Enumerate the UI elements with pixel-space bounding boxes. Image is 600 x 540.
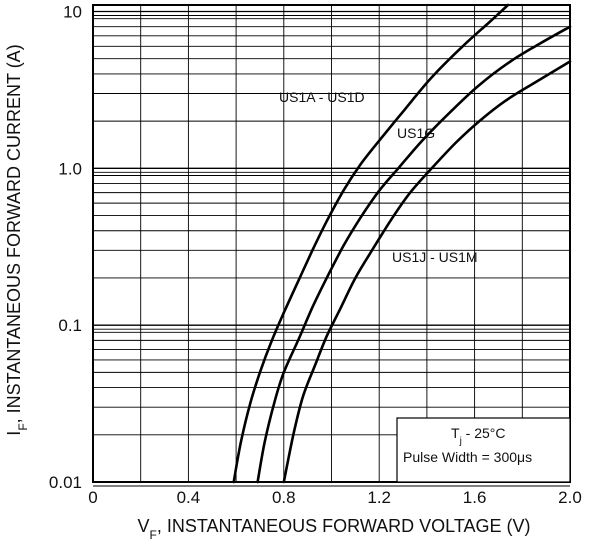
x-tick-label: 1.6 [463,488,487,507]
x-tick-label: 0 [88,488,97,507]
series-line-1 [232,3,510,484]
y-axis-title: IF, INSTANTANEOUS FORWARD CURRENT (A) [4,44,30,435]
y-tick-label: 1.0 [58,159,82,178]
x-tick-label: 2.0 [558,488,582,507]
series-line-2 [256,25,572,484]
plot-frame [92,4,571,483]
y-tick-label: 0.01 [49,473,82,492]
series-label-us1a-us1d: US1A - US1D [279,89,365,105]
series-label-us1j-us1m: US1J - US1M [392,249,478,265]
x-axis-title: VF, INSTANTANEOUS FORWARD VOLTAGE (V) [137,516,530,540]
series-label-us1g: US1G [397,125,435,141]
conditions-note-box [396,417,571,483]
y-tick-label: 0.1 [58,316,82,335]
series-line-3 [282,60,572,484]
note-temperature: Tj - 25°C [451,425,506,447]
x-tick-label: 1.2 [367,488,391,507]
y-tick-label: 10 [63,2,82,21]
note-pulse-width: Pulse Width = 300μs [403,449,532,465]
grid [93,5,570,487]
series-layer [232,3,572,484]
x-tick-label: 0.4 [177,488,201,507]
tick-labels: 0 0.4 0.8 1.2 1.6 2.0 0.01 0.1 1.0 10 [49,2,582,507]
x-tick-label: 0.8 [272,488,296,507]
